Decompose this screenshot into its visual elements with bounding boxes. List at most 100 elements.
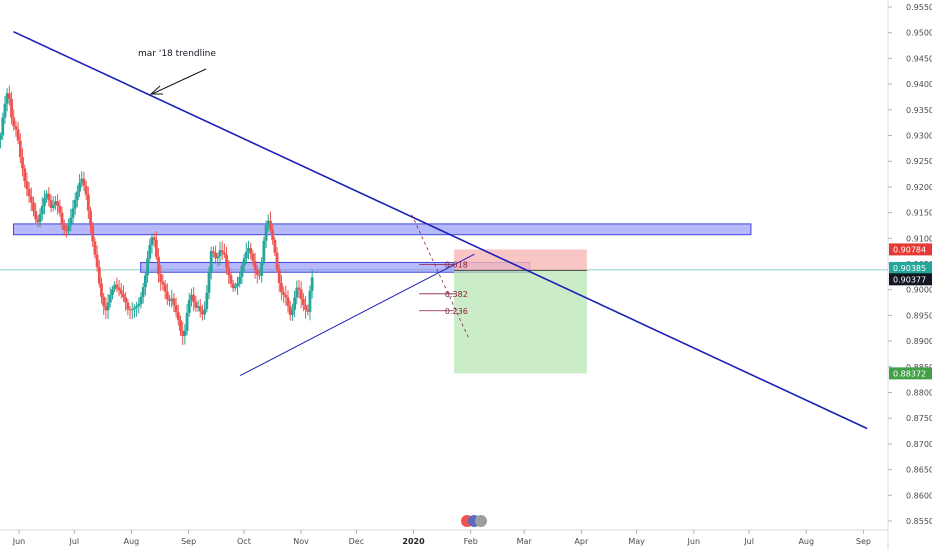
candle-body xyxy=(100,283,103,297)
candle-body xyxy=(214,252,218,259)
time-axis[interactable]: Jun Jul Aug Sep Oct Nov Dec 2020 Feb Mar Apr May Jun… xyxy=(0,529,888,546)
candle-body xyxy=(49,200,53,208)
time-tick-label: Sep xyxy=(856,537,871,546)
candle-body xyxy=(43,198,46,206)
candle-body xyxy=(1,117,5,136)
candle-body xyxy=(304,305,307,310)
take-profit-zone[interactable] xyxy=(454,270,587,374)
candle-body xyxy=(7,93,11,100)
time-tick-label: Feb xyxy=(464,537,478,546)
candle-body xyxy=(5,93,9,104)
price-badge xyxy=(889,367,932,380)
annotation-layer: mar '18 trendline xyxy=(138,49,216,95)
candle-body xyxy=(60,212,64,225)
candle-body xyxy=(148,244,152,259)
candle-body xyxy=(128,309,132,311)
candle-body xyxy=(97,267,101,284)
candle-body xyxy=(247,248,250,252)
candle-body xyxy=(16,129,20,141)
candle-body xyxy=(89,210,92,226)
candle-body xyxy=(181,330,185,336)
candle-body xyxy=(170,298,174,302)
fib-diagonal xyxy=(411,214,470,339)
candle-body xyxy=(29,196,33,203)
stop-loss-zone[interactable] xyxy=(454,249,587,271)
candles-layer xyxy=(0,85,314,346)
candle-body xyxy=(150,237,154,245)
candle-body xyxy=(69,217,73,226)
candle-body xyxy=(51,204,55,208)
calendar-events-icon[interactable] xyxy=(461,515,487,527)
candle-body xyxy=(201,311,204,315)
mar-18-trendline[interactable] xyxy=(13,30,868,430)
candle-body xyxy=(106,302,110,311)
candle-body xyxy=(80,178,84,183)
candle-body xyxy=(203,309,207,315)
candle-body xyxy=(231,283,235,289)
candle-body xyxy=(225,254,228,268)
price-badge xyxy=(889,273,932,286)
time-tick-label: Jul xyxy=(743,537,754,546)
candle-body xyxy=(240,266,244,277)
candle-body xyxy=(152,237,156,240)
candle-body xyxy=(18,140,22,158)
candle-body xyxy=(165,291,169,300)
candle-body xyxy=(262,240,266,262)
candle-body xyxy=(86,194,90,211)
candle-body xyxy=(40,205,44,215)
time-tick-label: Jun xyxy=(687,537,701,546)
candle-body xyxy=(113,284,117,290)
candle-body xyxy=(34,211,38,220)
time-tick-label: May xyxy=(628,537,645,546)
candle-body xyxy=(126,302,130,310)
candle-body xyxy=(280,283,283,293)
price-labels: 0.90784 0.90385 0.90377 0.88372 xyxy=(889,243,932,380)
candle-body xyxy=(290,309,294,315)
candle-body xyxy=(222,252,226,255)
time-tick-label: Apr xyxy=(574,537,589,546)
rising-support-trendline[interactable] xyxy=(240,253,475,376)
trendline-annotation: mar '18 trendline xyxy=(138,49,216,59)
candle-body xyxy=(198,306,202,312)
candle-body xyxy=(275,252,279,270)
resistance-zone[interactable] xyxy=(12,223,752,236)
fib-retracement[interactable]: 0.618 0.382 0.236 xyxy=(411,214,470,339)
candle-body xyxy=(93,241,97,255)
candle-body xyxy=(45,193,49,199)
candle-body xyxy=(143,275,147,288)
candle-body xyxy=(108,294,112,303)
candle-body xyxy=(306,309,310,312)
candle-body xyxy=(187,299,191,313)
candle-body xyxy=(209,251,213,272)
price-badge xyxy=(889,243,932,256)
time-tick-label: Jun xyxy=(12,537,26,546)
candle-body xyxy=(12,117,16,127)
candle-body xyxy=(119,290,123,294)
candle-body xyxy=(258,274,261,276)
candle-body xyxy=(310,277,314,291)
candle-body xyxy=(36,219,40,223)
candle-body xyxy=(159,274,163,282)
candle-body xyxy=(137,304,141,307)
candle-body xyxy=(0,135,2,140)
candle-body xyxy=(174,305,178,313)
candle-body xyxy=(176,312,180,321)
time-tick-label: Jul xyxy=(68,537,79,546)
trendlines-layer[interactable] xyxy=(13,30,868,430)
time-tick-label: Aug xyxy=(124,537,140,546)
candle-body xyxy=(27,188,31,197)
candle-body xyxy=(91,225,95,242)
time-tick-label: Oct xyxy=(237,537,251,546)
candle-body xyxy=(216,256,220,259)
